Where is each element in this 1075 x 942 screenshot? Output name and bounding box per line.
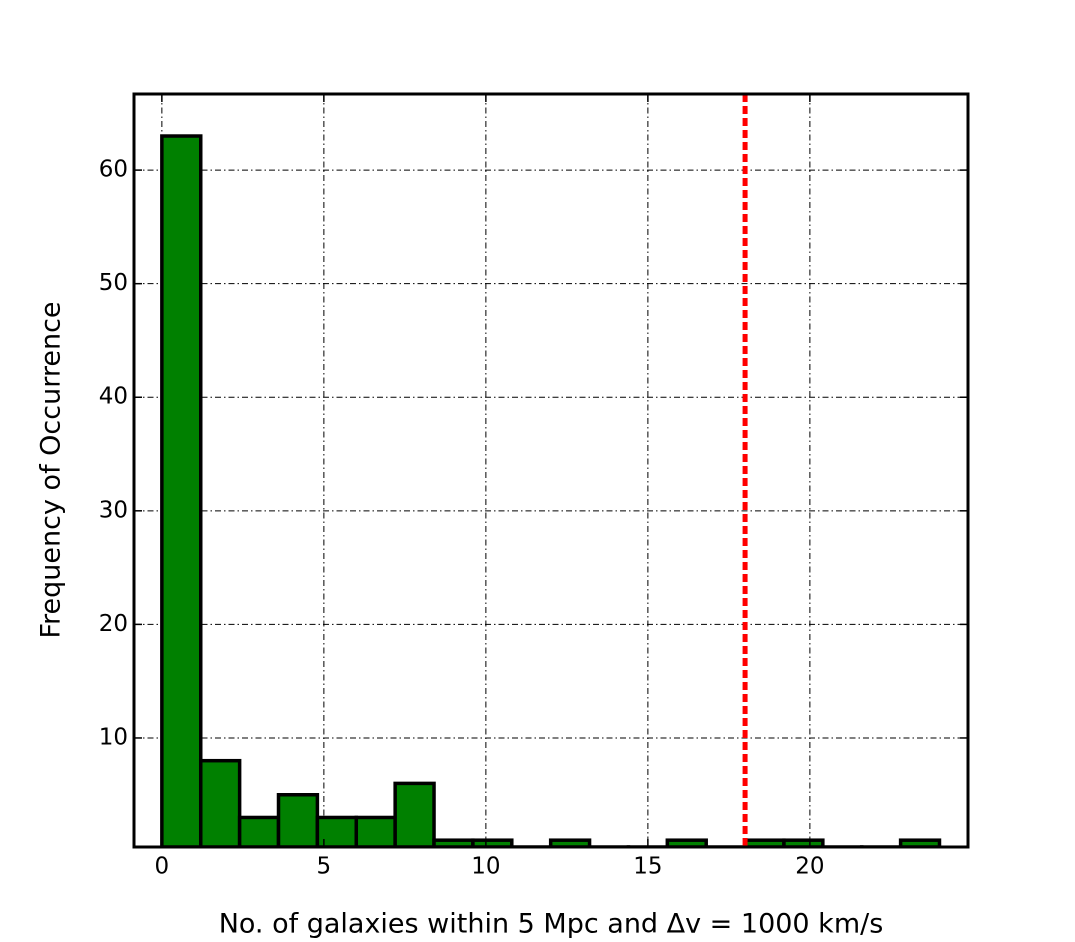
x-tick-label: 0 [155, 854, 170, 880]
bar [898, 838, 942, 847]
plot-frame [132, 92, 970, 849]
plot-area [134, 94, 968, 847]
bar [782, 838, 825, 847]
x-tick-label: 5 [317, 854, 332, 880]
bar [665, 838, 708, 847]
y-tick-label: 60 [99, 157, 128, 183]
y-tick-label: 50 [99, 270, 128, 296]
y-tick-label: 40 [99, 384, 128, 410]
x-axis-title: No. of galaxies within 5 Mpc and Δv = 10… [219, 909, 884, 940]
bar [548, 838, 592, 847]
bar [198, 758, 242, 847]
bar [471, 838, 514, 847]
y-tick-label: 10 [99, 724, 128, 750]
bar [393, 781, 436, 847]
x-tick-label: 20 [795, 854, 824, 880]
x-tick-label: 10 [471, 854, 500, 880]
y-tick-label: 20 [99, 611, 128, 637]
bar [276, 793, 320, 847]
x-tick-label: 15 [633, 854, 662, 880]
y-tick-label: 30 [99, 497, 128, 523]
y-axis-title: Frequency of Occurrence [36, 301, 67, 638]
ticks: 0 5 10 15 20 10 20 30 40 50 60 [99, 94, 968, 880]
bar [354, 815, 397, 847]
bar [160, 134, 203, 847]
bar [237, 815, 281, 847]
